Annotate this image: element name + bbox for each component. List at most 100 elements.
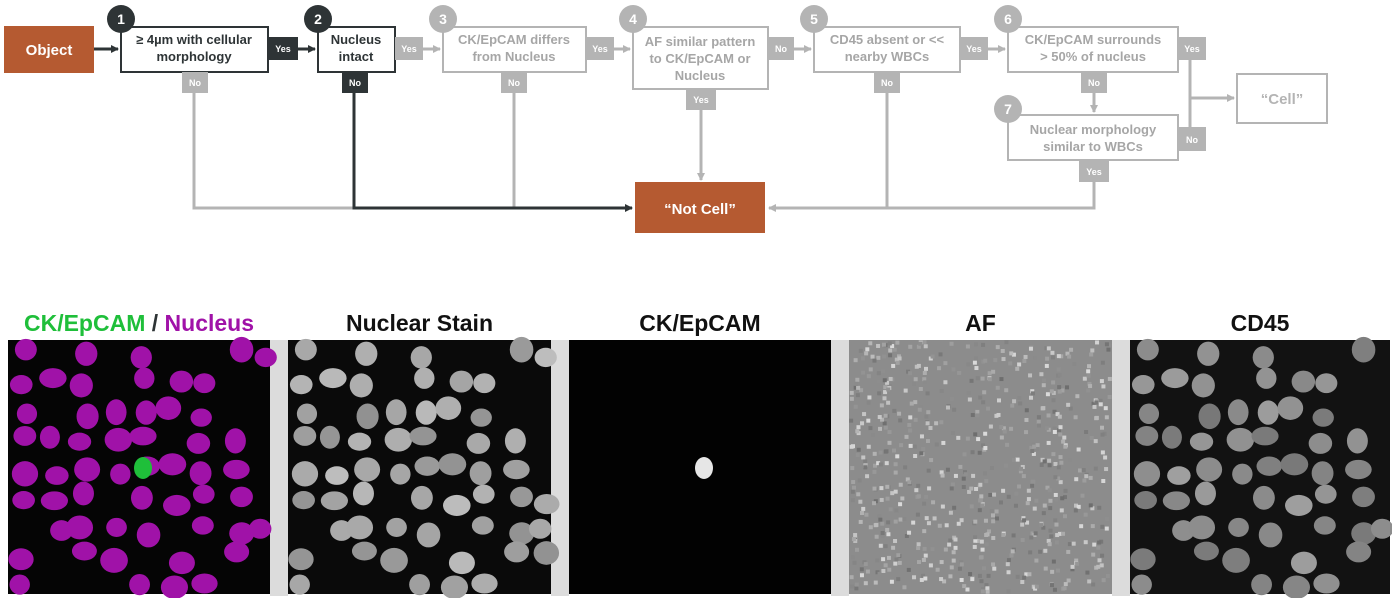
af-noise-pixel xyxy=(1104,502,1109,507)
af-noise-pixel xyxy=(976,437,981,442)
step7-no-label: No xyxy=(1186,135,1198,145)
af-title: AF xyxy=(965,310,996,336)
af-noise-pixel xyxy=(1045,356,1050,361)
af-noise-pixel xyxy=(953,545,958,550)
af-noise-pixel xyxy=(966,362,971,367)
af-noise-pixel xyxy=(1082,478,1087,483)
af-noise-pixel xyxy=(895,340,900,345)
af-noise-pixel xyxy=(1033,355,1038,360)
af-noise-pixel xyxy=(879,486,884,491)
af-noise-pixel xyxy=(943,547,948,552)
nucleus-blob xyxy=(186,432,211,454)
af-noise-pixel xyxy=(1053,518,1058,523)
nucleus-blob xyxy=(291,461,319,487)
af-noise-pixel xyxy=(991,562,996,567)
af-noise-pixel xyxy=(930,354,935,359)
step1-box xyxy=(120,26,269,73)
af-noise-pixel xyxy=(893,462,898,467)
step3-line1: CK/EpCAM differs xyxy=(458,32,570,47)
af-noise-pixel xyxy=(1063,488,1068,493)
af-noise-pixel xyxy=(959,562,964,567)
af-noise-pixel xyxy=(887,567,892,572)
af-noise-pixel xyxy=(965,436,970,441)
nucleus-blob xyxy=(1222,547,1250,573)
step7-line2: similar to WBCs xyxy=(1043,139,1143,154)
af-noise-pixel xyxy=(890,491,895,496)
af-noise-pixel xyxy=(899,443,904,448)
panel-separator xyxy=(551,340,569,596)
af-noise-pixel xyxy=(1051,380,1056,385)
nucleus-blob xyxy=(169,370,194,393)
af-noise-pixel xyxy=(1073,508,1078,513)
af-noise-pixel xyxy=(884,461,889,466)
step4-number-badge xyxy=(619,5,647,33)
af-noise-pixel xyxy=(1050,583,1055,588)
af-noise-pixel xyxy=(876,371,881,376)
af-noise-pixel xyxy=(945,405,950,410)
nucleus-blob xyxy=(1257,400,1279,425)
af-noise-pixel xyxy=(970,577,975,582)
af-noise-pixel xyxy=(1009,426,1014,431)
af-noise-pixel xyxy=(965,587,970,592)
nucleus-blob xyxy=(193,373,216,394)
af-noise-pixel xyxy=(1057,428,1062,433)
af-noise-pixel xyxy=(1038,549,1043,554)
af-noise-pixel xyxy=(897,560,902,565)
step1-line1: ≥ 4µm with cellular xyxy=(136,32,252,47)
af-noise-pixel xyxy=(974,366,979,371)
nucleus-blob xyxy=(1308,432,1333,454)
nucleus-blob xyxy=(134,367,155,389)
af-noise-pixel xyxy=(913,377,918,382)
af-noise-pixel xyxy=(853,533,858,538)
nucleus-blob xyxy=(45,466,69,485)
af-noise-pixel xyxy=(892,347,897,352)
nucleus-blob xyxy=(1251,573,1272,596)
af-noise-pixel xyxy=(945,467,950,472)
af-noise-pixel xyxy=(1097,450,1102,455)
nucleus-blob xyxy=(504,428,526,454)
af-noise-pixel xyxy=(992,566,997,571)
nucleus-blob xyxy=(351,541,377,561)
af-noise-pixel xyxy=(912,444,917,449)
af-noise-pixel xyxy=(878,426,883,431)
af-noise-pixel xyxy=(1041,383,1046,388)
af-noise-pixel xyxy=(924,414,929,419)
af-noise-pixel xyxy=(1055,533,1060,538)
step7-yes-tag xyxy=(1079,160,1109,182)
af-noise-pixel xyxy=(850,489,855,494)
nucleus-blob xyxy=(416,522,441,548)
af-noise-pixel xyxy=(962,584,967,589)
af-noise-pixel xyxy=(1063,582,1068,587)
af-noise-pixel xyxy=(1051,559,1056,564)
af-noise-pixel xyxy=(906,369,911,374)
af-noise-pixel xyxy=(896,354,901,359)
af-noise-pixel xyxy=(1025,501,1030,506)
af-noise-pixel xyxy=(994,413,999,418)
af-noise-pixel xyxy=(853,358,858,363)
nucleus-blob xyxy=(1162,491,1190,511)
nucleus-blob xyxy=(39,425,60,449)
nucleus-blob xyxy=(1136,338,1159,361)
af-noise-pixel xyxy=(922,501,927,506)
nucleus-blob xyxy=(1252,346,1274,369)
af-noise-pixel xyxy=(982,390,987,395)
af-noise-pixel xyxy=(1053,461,1058,466)
af-noise-pixel xyxy=(1107,394,1112,399)
af-noise-pixel xyxy=(894,508,899,513)
af-noise-pixel xyxy=(1091,401,1096,406)
af-noise-pixel xyxy=(861,370,866,375)
af-noise-pixel xyxy=(883,425,888,430)
nucleus-blob xyxy=(1189,432,1214,451)
af-noise-pixel xyxy=(916,363,921,368)
af-noise-pixel xyxy=(908,371,913,376)
af-noise-pixel xyxy=(854,424,859,429)
af-noise-pixel xyxy=(966,390,971,395)
nucleus-blob xyxy=(510,486,533,508)
af-noise-pixel xyxy=(999,377,1004,382)
af-noise-pixel xyxy=(922,546,927,551)
step6-yes-tag xyxy=(1178,37,1206,60)
af-noise-pixel xyxy=(1062,495,1067,500)
nucleus-blob xyxy=(354,457,381,482)
af-noise-pixel xyxy=(981,566,986,571)
af-noise-pixel xyxy=(1063,514,1068,519)
